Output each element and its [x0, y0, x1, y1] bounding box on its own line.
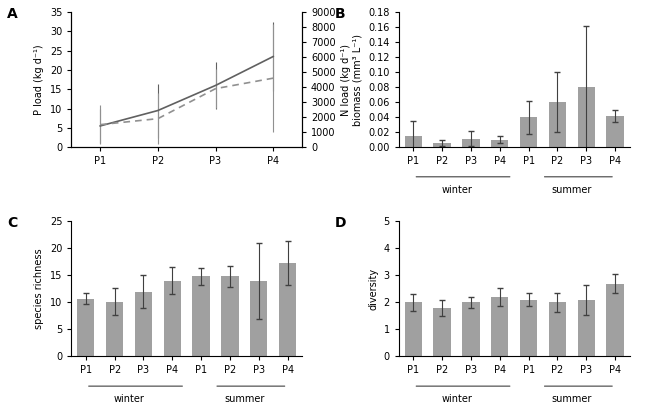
- Bar: [405, 303, 422, 356]
- Text: winter: winter: [114, 394, 145, 404]
- Text: A: A: [6, 7, 18, 21]
- Y-axis label: biomass (mm³ L⁻¹): biomass (mm³ L⁻¹): [353, 34, 363, 126]
- Bar: [520, 117, 537, 147]
- Text: summer: summer: [552, 394, 592, 404]
- Text: D: D: [334, 216, 346, 230]
- Y-axis label: P load (kg d⁻¹): P load (kg d⁻¹): [34, 44, 44, 115]
- Bar: [578, 300, 595, 356]
- Bar: [520, 300, 537, 356]
- Y-axis label: species richness: species richness: [34, 249, 44, 329]
- Bar: [221, 277, 239, 356]
- Bar: [462, 139, 480, 147]
- Bar: [106, 302, 123, 356]
- Bar: [434, 308, 451, 356]
- Bar: [578, 87, 595, 147]
- Bar: [549, 102, 566, 147]
- Text: winter: winter: [441, 394, 472, 404]
- Bar: [491, 140, 508, 147]
- Bar: [606, 284, 624, 356]
- Bar: [193, 277, 210, 356]
- Bar: [279, 263, 296, 356]
- Text: B: B: [334, 7, 345, 21]
- Bar: [77, 298, 95, 356]
- Bar: [405, 136, 422, 147]
- Bar: [549, 303, 566, 356]
- Bar: [164, 281, 181, 356]
- Bar: [250, 281, 267, 356]
- Y-axis label: N load (kg d⁻¹): N load (kg d⁻¹): [341, 44, 351, 116]
- Y-axis label: diversity: diversity: [368, 268, 378, 310]
- Bar: [606, 116, 624, 147]
- Text: summer: summer: [224, 394, 265, 404]
- Bar: [462, 303, 480, 356]
- Bar: [491, 297, 508, 356]
- Bar: [135, 292, 152, 356]
- Text: summer: summer: [552, 185, 592, 195]
- Text: C: C: [6, 216, 17, 230]
- Text: winter: winter: [441, 185, 472, 195]
- Bar: [434, 143, 451, 147]
